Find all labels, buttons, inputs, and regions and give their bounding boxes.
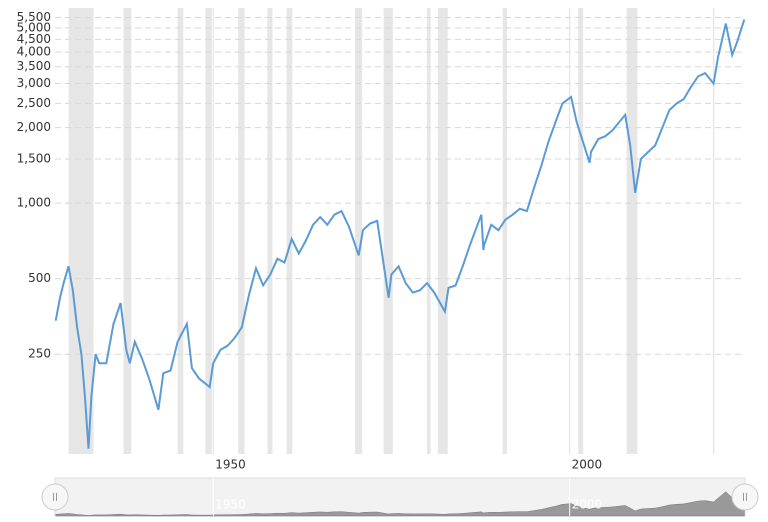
navigator-handle[interactable] [731,483,759,511]
recession-band [205,8,212,454]
recession-band [123,8,132,454]
recession-band [578,8,584,454]
x-tick-label: 2000 [572,458,603,472]
y-tick-label: 4,500 [17,32,51,46]
y-tick-label: 500 [28,271,51,285]
navigator-label: 2000 [572,498,603,512]
y-tick-label: 5,500 [17,10,51,24]
navigator-label: 1950 [215,498,246,512]
handle-knob[interactable] [731,483,759,511]
recession-band [355,8,363,454]
recession-band [177,8,184,454]
plot [54,19,746,449]
recession-band [383,8,393,454]
grid: 250 500 1,000 1,500 2,000 2,500 3,000 3,5004,00… [17,8,745,472]
recession-band [238,8,245,454]
navigator[interactable]: 1950 2000 [41,477,759,517]
y-tick-label: 3,500 [17,59,51,73]
recession-band [502,8,507,454]
y-tick-label: 2,500 [17,96,51,110]
navigator-handle[interactable] [41,483,69,511]
y-tick-label: 2,000 [17,120,51,134]
y-tick-label: 5,000 [17,20,51,34]
recession-band [437,8,448,454]
recession-band [626,8,638,454]
recession-band [267,8,273,454]
handle-knob[interactable] [41,483,69,511]
y-tick-label: 1,000 [17,196,51,210]
y-tick-label: 250 [28,347,51,361]
recession-band [68,8,94,454]
y-tick-label: 3,000 [17,76,51,90]
recession-band [427,8,431,454]
x-tick-label: 1950 [215,458,246,472]
series-line [54,19,746,449]
y-tick-label: 4,000 [17,45,51,59]
navigator-area [55,490,745,517]
y-tick-label: 1,500 [17,152,51,166]
recession-bands [68,8,715,454]
recession-band [286,8,293,454]
recession-band [712,8,715,454]
